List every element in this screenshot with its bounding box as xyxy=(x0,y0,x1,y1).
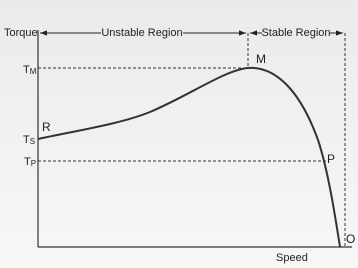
level-label: TM xyxy=(23,64,37,76)
level-label: TS xyxy=(23,134,35,146)
region-label: Unstable Region xyxy=(101,27,182,39)
point-label: O xyxy=(346,232,355,246)
point-label: M xyxy=(256,52,266,66)
y-axis-label: Torque xyxy=(4,27,38,39)
x-axis-label: Speed xyxy=(276,252,308,264)
label-bg xyxy=(101,26,183,40)
point-label: P xyxy=(327,152,335,166)
guide-line xyxy=(38,33,249,69)
point-label: R xyxy=(42,120,51,134)
label-bg xyxy=(262,26,330,40)
region-label: Stable Region xyxy=(261,27,330,39)
torque-curve xyxy=(37,66,341,248)
level-label: TP xyxy=(24,156,36,168)
